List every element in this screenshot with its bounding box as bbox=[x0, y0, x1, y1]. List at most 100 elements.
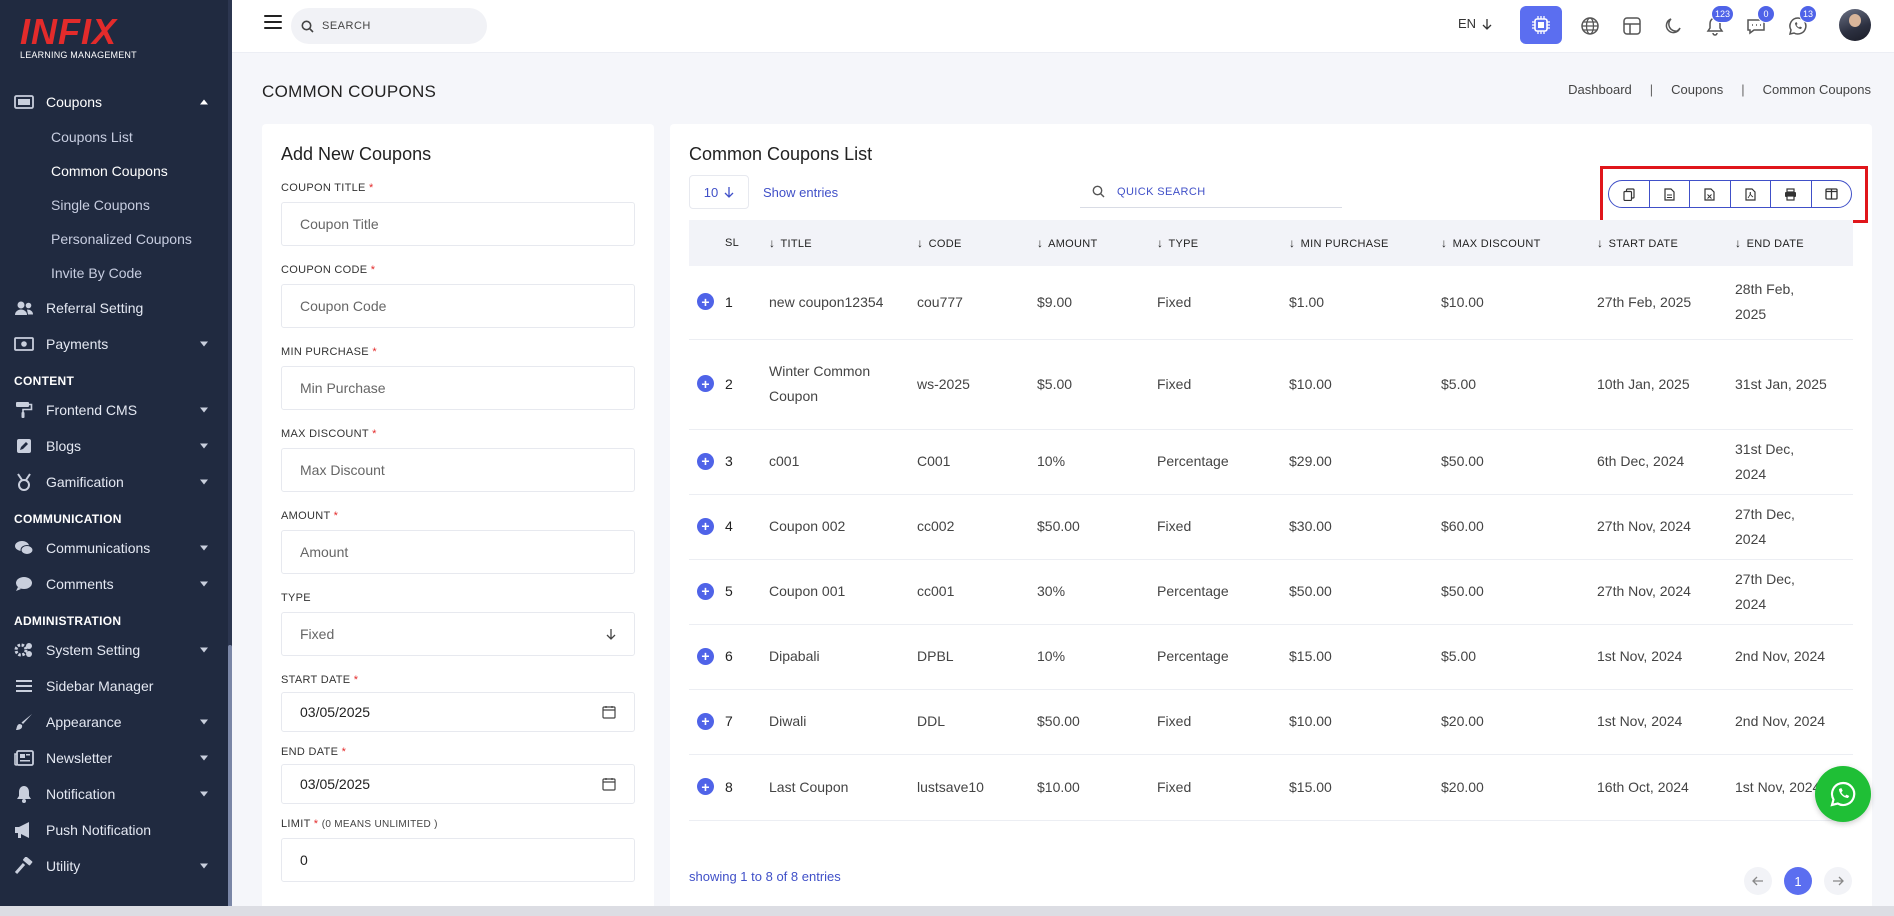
amount-field[interactable] bbox=[281, 530, 635, 574]
expand-row-icon[interactable]: + bbox=[697, 517, 714, 535]
cell-title: Coupon 001 bbox=[769, 559, 917, 625]
sidebar-item-coupons[interactable]: Coupons bbox=[0, 84, 228, 120]
logo[interactable]: INFIX LEARNING MANAGEMENT bbox=[20, 14, 170, 64]
sidebar-item-notification[interactable]: Notification bbox=[0, 776, 228, 812]
prev-page-button[interactable] bbox=[1744, 867, 1772, 895]
column-header-amount[interactable]: ↓ AMOUNT bbox=[1037, 220, 1157, 266]
print-button[interactable] bbox=[1771, 181, 1812, 207]
expand-row-icon[interactable]: + bbox=[697, 647, 714, 665]
table-row[interactable]: +1 new coupon12354 cou777 $9.00 Fixed $1.00 $1… bbox=[689, 266, 1853, 340]
sidebar-item-newsletter[interactable]: Newsletter bbox=[0, 740, 228, 776]
cell-sl: 7 bbox=[725, 689, 769, 755]
sidebar-item-blogs[interactable]: Blogs bbox=[0, 428, 228, 464]
search-input[interactable] bbox=[322, 20, 462, 32]
expand-row-icon[interactable]: + bbox=[697, 712, 714, 730]
sidebar-item-gamification[interactable]: Gamification bbox=[0, 464, 228, 500]
sidebar-subitem-single-coupons[interactable]: Single Coupons bbox=[51, 197, 150, 213]
column-header-max-discount[interactable]: ↓ MAX DISCOUNT bbox=[1441, 220, 1597, 266]
cpu-settings-button[interactable] bbox=[1520, 6, 1562, 44]
quick-search[interactable]: QUICK SEARCH bbox=[1080, 176, 1342, 208]
columns-button[interactable] bbox=[1812, 181, 1852, 207]
amount-input[interactable] bbox=[300, 544, 616, 560]
pdf-button[interactable] bbox=[1731, 181, 1771, 207]
whatsapp-float-button[interactable] bbox=[1815, 766, 1871, 822]
sidebar-scrollbar[interactable] bbox=[228, 0, 232, 916]
messages-button[interactable]: 0 bbox=[1739, 5, 1775, 43]
cell-end-date: 27th Dec, 2024 bbox=[1735, 494, 1853, 560]
limit-field[interactable]: 0 bbox=[281, 838, 635, 882]
table-row[interactable]: +6 Dipabali DPBL 10% Percentage $15.00 $5.00 1s… bbox=[689, 624, 1853, 690]
cell-amount: $50.00 bbox=[1037, 494, 1157, 560]
table-row[interactable]: +5 Coupon 001 cc001 30% Percentage $50.00 $50.… bbox=[689, 559, 1853, 625]
breadcrumb-coupons[interactable]: Coupons bbox=[1671, 82, 1724, 97]
min-purchase-field[interactable] bbox=[281, 366, 635, 410]
column-header-title[interactable]: ↓ TITLE bbox=[769, 220, 917, 266]
copy-button[interactable] bbox=[1609, 181, 1650, 207]
notifications-button[interactable]: 123 bbox=[1698, 5, 1734, 43]
expand-row-icon[interactable]: + bbox=[697, 778, 714, 795]
scrollbar-thumb[interactable] bbox=[228, 645, 232, 916]
sidebar-item-communications[interactable]: Communications bbox=[0, 530, 228, 566]
sidebar-subitem-common-coupons[interactable]: Common Coupons bbox=[51, 163, 168, 179]
excel-button[interactable] bbox=[1690, 181, 1731, 207]
sidebar-item-push-notification[interactable]: Push Notification bbox=[0, 812, 228, 848]
sidebar-item-appearance[interactable]: Appearance bbox=[0, 704, 228, 740]
max-discount-field[interactable] bbox=[281, 448, 635, 492]
entries-select[interactable]: 10 bbox=[689, 175, 749, 209]
globe-button[interactable] bbox=[1573, 9, 1607, 43]
sidebar-subitem-personalized-coupons[interactable]: Personalized Coupons bbox=[51, 231, 192, 247]
layout-button[interactable] bbox=[1615, 9, 1649, 43]
start-date-field[interactable]: 03/05/2025 bbox=[281, 692, 635, 732]
sidebar-subitem-coupons-list[interactable]: Coupons List bbox=[51, 129, 133, 145]
column-header-min-purchase[interactable]: ↓ MIN PURCHASE bbox=[1289, 220, 1441, 266]
expand-row-icon[interactable]: + bbox=[697, 582, 714, 600]
calendar-icon[interactable] bbox=[602, 777, 616, 791]
cell-title: new coupon12354 bbox=[769, 266, 917, 340]
table-row[interactable]: +3 c001 C001 10% Percentage $29.00 $50.00 6th D… bbox=[689, 429, 1853, 495]
dark-mode-button[interactable] bbox=[1656, 9, 1690, 43]
coupon-code-input[interactable] bbox=[300, 298, 616, 314]
sidebar-item-frontend-cms[interactable]: Frontend CMS bbox=[0, 392, 228, 428]
table-row[interactable]: +7 Diwali DDL $50.00 Fixed $10.00 $20.00 1st No… bbox=[689, 689, 1853, 755]
breadcrumb-dashboard[interactable]: Dashboard bbox=[1568, 82, 1632, 97]
language-selector[interactable]: EN bbox=[1458, 16, 1492, 31]
whatsapp-button[interactable]: 13 bbox=[1781, 5, 1817, 43]
next-page-button[interactable] bbox=[1824, 867, 1852, 895]
column-header-type[interactable]: ↓ TYPE bbox=[1157, 220, 1289, 266]
expand-row-icon[interactable]: + bbox=[697, 452, 714, 470]
column-header-end-date[interactable]: ↓ END DATE bbox=[1735, 220, 1853, 266]
menu-toggle-icon[interactable] bbox=[264, 15, 282, 29]
sidebar-item-referral[interactable]: Referral Setting bbox=[0, 290, 228, 326]
column-header-start-date[interactable]: ↓ START DATE bbox=[1597, 220, 1735, 266]
column-header-code[interactable]: ↓ CODE bbox=[917, 220, 1037, 266]
column-header-sl[interactable]: SL bbox=[725, 220, 769, 266]
breadcrumb-separator: | bbox=[1649, 82, 1654, 97]
sidebar-subitem-invite-by-code[interactable]: Invite By Code bbox=[51, 265, 143, 281]
max-discount-input[interactable] bbox=[300, 462, 616, 478]
table-row[interactable]: +2 Winter Common Coupon ws-2025 $5.00 Fixed $… bbox=[689, 339, 1853, 430]
sidebar-item-payments[interactable]: Payments bbox=[0, 326, 228, 362]
end-date-field[interactable]: 03/05/2025 bbox=[281, 764, 635, 804]
coupon-title-input[interactable] bbox=[300, 216, 616, 232]
type-select[interactable]: Fixed bbox=[281, 612, 635, 656]
min-purchase-input[interactable] bbox=[300, 380, 616, 396]
sidebar-item-sidebar-manager[interactable]: Sidebar Manager bbox=[0, 668, 228, 704]
page-button-current[interactable]: 1 bbox=[1784, 867, 1812, 895]
coupon-code-field[interactable] bbox=[281, 284, 635, 328]
sidebar-item-utility[interactable]: Utility bbox=[0, 848, 228, 884]
table-row[interactable]: +8 Last Coupon lustsave10 $10.00 Fixed $15.00… bbox=[689, 754, 1853, 821]
table-row[interactable]: +4 Coupon 002 cc002 $50.00 Fixed $30.00 $60.00… bbox=[689, 494, 1853, 560]
medal-icon bbox=[14, 473, 34, 491]
newspaper-icon bbox=[14, 749, 34, 767]
calendar-icon[interactable] bbox=[602, 705, 616, 719]
expand-row-icon[interactable]: + bbox=[697, 375, 714, 392]
expand-row-icon[interactable]: + bbox=[697, 293, 714, 311]
sidebar-item-comments[interactable]: Comments bbox=[0, 566, 228, 602]
quick-search-placeholder: QUICK SEARCH bbox=[1117, 185, 1206, 198]
user-avatar[interactable] bbox=[1839, 9, 1871, 41]
horizontal-scrollbar[interactable] bbox=[0, 906, 1894, 916]
global-search[interactable] bbox=[291, 8, 487, 44]
coupon-title-field[interactable] bbox=[281, 202, 635, 246]
csv-button[interactable] bbox=[1650, 181, 1690, 207]
sidebar-item-system-setting[interactable]: System Setting bbox=[0, 632, 228, 668]
